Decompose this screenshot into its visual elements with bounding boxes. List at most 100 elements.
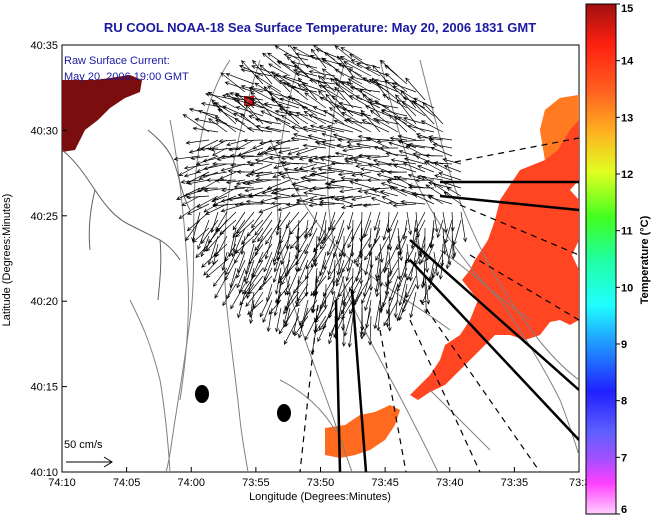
current-vector [248,87,273,101]
current-vector [361,119,390,133]
current-vector [354,235,372,264]
current-vector [273,243,282,266]
current-vector [309,124,336,133]
current-vector [416,135,444,141]
x-tick-label: 74:00 [177,477,205,489]
current-vector [415,133,435,141]
current-vector [389,136,408,141]
current-vector [255,117,282,125]
current-vector [384,64,408,85]
current-vector [303,110,327,125]
current-vector [323,109,345,125]
current-vector [235,139,255,151]
current-vector [270,201,291,206]
current-vector [263,251,273,273]
colorbar [585,3,617,515]
current-vector [334,77,354,93]
current-vector [308,114,336,125]
current-vector [428,181,453,189]
current-vector [203,163,228,171]
current-vector [235,106,264,117]
current-vector [393,164,417,173]
current-vector [317,323,327,343]
current-vector [335,219,345,245]
current-vector [360,109,381,133]
current-vector [392,203,417,208]
current-vector [362,93,381,117]
current-vector [348,155,372,161]
current-vector [186,211,210,232]
current-vector [308,69,336,77]
current-vector [262,52,282,69]
current-vector [274,45,300,61]
current-vector [420,120,444,133]
current-vector [252,227,264,244]
current-vector [312,243,318,263]
current-vector [230,283,246,310]
current-vector [401,100,426,117]
current-vector [345,259,354,282]
current-vector [400,188,426,197]
current-vector [346,139,372,145]
current-vector [422,101,444,125]
current-vector [342,147,363,153]
current-vector [224,81,255,93]
current-vector [292,132,318,141]
current-vector [304,227,318,255]
current-vector [442,227,447,255]
current-vector [394,115,417,133]
current-vector [245,283,264,308]
current-vector [417,165,435,173]
current-vector [380,59,399,77]
current-vector [296,198,318,205]
current-vector [200,219,219,245]
current-vector [240,154,264,160]
current-vector [178,203,201,219]
current-vector [415,155,435,165]
current-vector [372,117,399,125]
current-vector [420,267,426,289]
current-vector [363,190,381,197]
current-vector [348,68,372,85]
current-vector [246,267,255,299]
current-vector [397,116,426,133]
current-vector [200,146,219,152]
current-vector [421,175,444,189]
current-vector [353,158,372,165]
current-vector [382,219,390,241]
current-vector [361,211,372,240]
current-vector [446,187,462,197]
current-vector [296,291,309,308]
current-vector [376,173,399,181]
current-vector [363,219,372,238]
current-vector [214,102,237,117]
current-vector [442,211,448,234]
current-vector [304,267,309,297]
sst-patch-east [410,95,579,400]
current-vector [373,211,381,231]
current-vector [318,124,345,133]
current-vector [254,211,273,236]
colorbar-ticks: 15 14 13 12 11 10 9 8 7 6 [616,3,634,516]
current-vector [362,203,381,208]
current-vector [321,57,345,77]
current-vector [283,315,300,346]
current-vector [336,243,345,276]
y-tick-label: 40:20 [30,296,58,308]
current-vector [268,155,291,161]
current-vector [376,139,399,144]
current-vector [246,179,273,186]
current-vector [272,195,300,201]
current-vector [373,299,381,330]
current-vector [250,91,273,117]
current-vector [340,176,363,181]
current-vector [254,227,273,252]
current-vector [366,155,390,161]
current-vector [278,103,300,125]
current-vector [317,167,345,173]
current-vector [242,138,264,143]
current-vector [348,203,372,208]
current-vector [226,139,246,147]
current-vector [375,275,381,298]
current-vector [192,227,210,243]
